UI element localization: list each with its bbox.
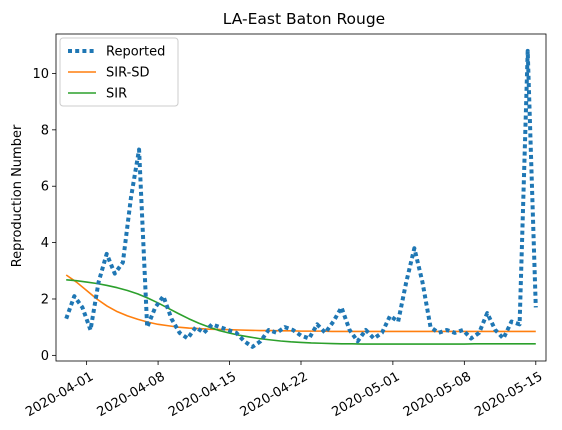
- y-axis-ticks: 0 2 4 6 8 10: [32, 67, 56, 364]
- y-tick-label: 8: [41, 123, 49, 138]
- y-tick-label: 2: [41, 292, 49, 307]
- legend-frame: [59, 37, 179, 107]
- y-axis-label: Reproduction Number: [10, 124, 25, 267]
- legend: Reported SIR-SD SIR: [59, 37, 179, 107]
- y-tick-label: 10: [32, 67, 49, 82]
- axes-frame: [55, 33, 547, 362]
- chart-title: LA-East Baton Rouge: [223, 10, 385, 28]
- legend-label-reported: Reported: [106, 45, 165, 60]
- series-line-sir-sd: [65, 274, 536, 333]
- legend-label-sir-sd: SIR-SD: [106, 66, 150, 81]
- legend-label-sir: SIR: [106, 87, 127, 102]
- series-line-sir: [66, 279, 536, 345]
- y-tick-label: 0: [41, 349, 49, 364]
- y-tick-label: 4: [41, 236, 49, 251]
- plot-area: [64, 48, 538, 349]
- y-tick-label: 6: [41, 180, 49, 195]
